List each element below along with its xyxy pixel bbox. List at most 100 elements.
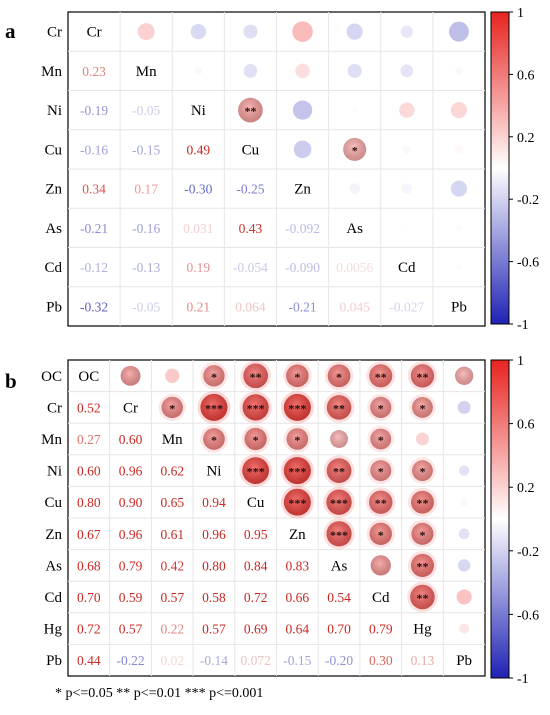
coefficient-label: 0.02: [160, 653, 184, 668]
row-label-cd: Cd: [44, 260, 62, 276]
correlation-circle: [165, 368, 180, 383]
significance-mark: ***: [330, 528, 348, 542]
significance-mark: **: [416, 559, 428, 573]
correlation-circle: [415, 432, 429, 446]
correlation-circle: [460, 498, 468, 506]
panel-b: b OC OC Cr Cr Mn Mn Ni Ni Cu Cu Zn Zn As As Cd Cd Hg Hg Pb P…: [5, 354, 539, 687]
significance-mark: ***: [288, 401, 306, 415]
significance-mark: **: [250, 370, 262, 384]
diagonal-label-pb: Pb: [451, 299, 467, 315]
coefficient-label: 0.96: [119, 464, 143, 479]
coefficient-label: 0.57: [202, 622, 226, 637]
coefficient-label: -0.21: [80, 221, 108, 236]
correlation-circle: [292, 21, 313, 42]
colorbar-tick-label: 0.2: [517, 131, 535, 146]
significance-mark: *: [352, 143, 358, 157]
significance-mark: **: [333, 465, 345, 479]
significance-mark: ***: [330, 496, 348, 510]
coefficient-label: 0.80: [202, 558, 226, 573]
correlation-circle: [454, 144, 464, 154]
coefficient-label: 0.67: [77, 527, 101, 542]
coefficient-label: -0.092: [285, 221, 320, 236]
coefficient-label: 0.90: [119, 495, 143, 510]
colorbar-tick-label: 0.2: [517, 481, 535, 496]
row-label-pb: Pb: [46, 299, 62, 315]
panel-label-b: b: [5, 369, 17, 393]
row-label-cr: Cr: [47, 25, 62, 41]
coefficient-label: 0.66: [286, 590, 310, 605]
coefficient-label: 0.0056: [336, 260, 373, 275]
coefficient-label: -0.21: [289, 299, 317, 314]
correlation-circle: [448, 21, 469, 42]
coefficient-label: 0.30: [369, 653, 393, 668]
correlation-circle-shade: [238, 97, 263, 123]
colorbar-tick-label: 0.6: [517, 418, 535, 433]
coefficient-label: 0.70: [327, 622, 351, 637]
coefficient-label: 0.60: [119, 432, 143, 447]
correlation-circle-shade: [327, 364, 351, 388]
diagonal-label-oc: OC: [78, 369, 99, 385]
correlation-circle: [400, 25, 413, 38]
significance-mark: *: [378, 401, 384, 415]
coefficient-label: 0.80: [77, 495, 101, 510]
coefficient-label: 0.23: [82, 64, 106, 79]
coefficient-label: -0.090: [285, 260, 320, 275]
coefficient-label: 0.79: [119, 558, 143, 573]
significance-mark: *: [211, 433, 217, 447]
coefficient-label: 0.17: [134, 182, 158, 197]
correlation-circle-shade: [343, 137, 367, 161]
correlation-circle-shade: [330, 430, 348, 448]
diagonal-label-mn: Mn: [162, 432, 183, 448]
coefficient-label: 0.27: [77, 432, 101, 447]
correlation-circle-shade: [161, 396, 183, 419]
correlation-circle: [351, 107, 358, 114]
correlation-circle-shade: [410, 490, 434, 514]
correlation-circle: [457, 559, 471, 572]
correlation-circle-shade: [370, 428, 392, 450]
diagonal-label-zn: Zn: [294, 182, 311, 198]
correlation-circle: [243, 64, 258, 78]
correlation-circle: [194, 66, 203, 75]
correlation-circle: [349, 183, 361, 194]
significance-mark: **: [416, 591, 428, 605]
correlation-circle: [459, 623, 470, 634]
correlation-circle-shade: [286, 364, 309, 388]
colorbar-tick-label: -0.6: [517, 608, 539, 623]
correlation-circle-shade: [370, 396, 392, 418]
row-label-cu: Cu: [44, 495, 62, 511]
coefficient-label: 0.83: [286, 558, 310, 573]
diagonal-label-mn: Mn: [136, 64, 157, 80]
correlation-circle: [401, 183, 413, 194]
correlation-circle-shade: [326, 521, 352, 547]
correlation-circle: [346, 23, 363, 40]
correlation-circle: [458, 528, 470, 540]
significance-mark: *: [294, 433, 300, 447]
coefficient-label: 0.70: [77, 590, 101, 605]
correlation-circle: [190, 23, 206, 40]
significance-mark: *: [294, 370, 300, 384]
significance-mark: *: [378, 433, 384, 447]
coefficient-label: -0.30: [184, 182, 212, 197]
coefficient-label: -0.05: [132, 103, 160, 118]
coefficient-label: 0.96: [119, 527, 143, 542]
significance-mark: *: [378, 528, 384, 542]
row-label-mn: Mn: [41, 432, 62, 448]
coefficient-label: 0.34: [82, 182, 106, 197]
coefficient-label: 0.49: [187, 142, 211, 157]
significance-footnote: * p<=0.05 ** p<=0.01 *** p<=0.001: [55, 686, 264, 701]
colorbar: [490, 359, 510, 679]
correlation-circle-shade: [283, 488, 311, 516]
correlation-circle-shade: [412, 396, 433, 418]
colorbar-tick-label: 1: [517, 354, 524, 369]
coefficient-label: 0.79: [369, 622, 393, 637]
coefficient-label: 0.64: [286, 622, 310, 637]
diagonal-label-cd: Cd: [398, 260, 416, 276]
row-label-ni: Ni: [47, 103, 62, 119]
coefficient-label: 0.84: [244, 558, 268, 573]
significance-mark: **: [416, 496, 428, 510]
correlation-circle: [404, 225, 410, 231]
diagonal-label-hg: Hg: [413, 622, 432, 638]
diagonal-label-cu: Cu: [247, 495, 265, 511]
panel-a: a Cr Cr Mn Mn Ni Ni Cu Cu Zn Zn As As Cd Cd Pb Pb 0.23 -0.…: [5, 6, 539, 333]
